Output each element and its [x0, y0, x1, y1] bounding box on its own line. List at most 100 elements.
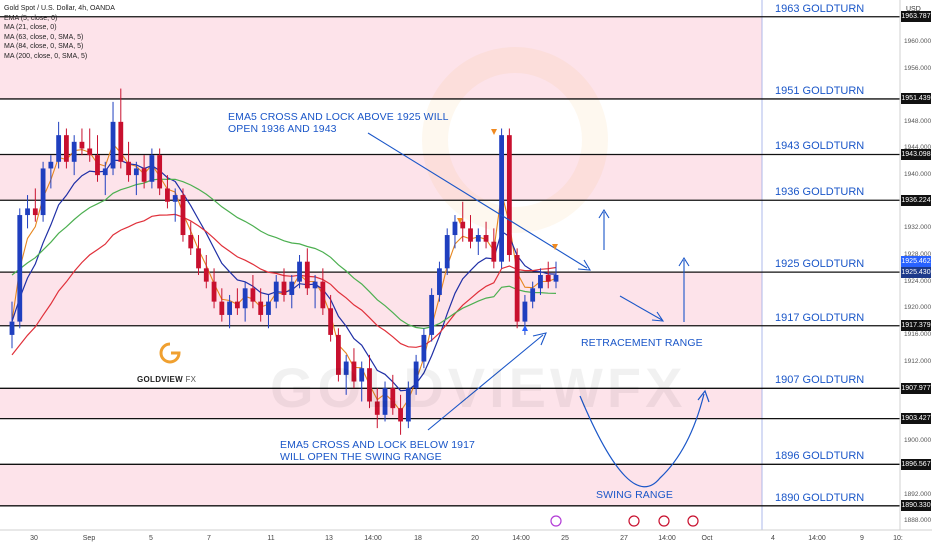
- price-tag-9: 1890.330: [901, 500, 931, 512]
- candle-body: [343, 361, 349, 375]
- indicator-ma63[interactable]: MA (63, close, 0, SMA, 5): [4, 33, 84, 41]
- candle-body: [468, 228, 473, 242]
- candle-body: [149, 155, 155, 182]
- level-label-6: 1907 GOLDTURN: [775, 374, 865, 387]
- candle-body: [188, 235, 194, 249]
- candle-body: [165, 188, 170, 202]
- candle-body: [374, 401, 380, 415]
- y-tick-label: 1912.000: [904, 357, 932, 365]
- x-tick-label: Sep: [82, 535, 96, 542]
- candle-body: [258, 301, 264, 315]
- price-tag-3: 1936.224: [901, 194, 931, 206]
- candle-body: [133, 168, 139, 176]
- level-label-8: 1896 GOLDTURN: [775, 450, 865, 463]
- indicator-ma21[interactable]: MA (21, close, 0): [4, 24, 57, 31]
- arrow-top-head: [577, 259, 592, 271]
- level-label-4: 1925 GOLDTURN: [775, 258, 865, 271]
- levels-layer: [0, 16, 900, 507]
- candle-body: [110, 121, 116, 169]
- level-label-0: 1963 GOLDTURN: [775, 2, 865, 15]
- candle-body: [328, 308, 334, 335]
- price-tag-0: 1963.787: [901, 11, 931, 23]
- y-tick-label: 1944.000: [904, 144, 932, 152]
- candle-body: [211, 281, 217, 302]
- candle-body: [281, 281, 287, 295]
- x-tick-label: Oct: [701, 535, 713, 542]
- price-tag-5: 1917.379: [901, 320, 931, 332]
- zone-band-4: [0, 464, 762, 506]
- candle-body: [405, 388, 411, 422]
- candle-body: [452, 221, 458, 236]
- y-tick-label: 1892.000: [904, 490, 932, 498]
- y-tick-label: 1956.000: [904, 64, 932, 72]
- candle-body: [538, 274, 543, 289]
- arrow-up-1-head: [598, 208, 610, 219]
- candle-body: [530, 288, 536, 302]
- swing-curve-head: [697, 389, 710, 403]
- candle-body: [172, 195, 178, 202]
- candle-body: [553, 274, 559, 282]
- marker-triangle-4: [522, 325, 528, 331]
- price-tag-6: 1907.977: [901, 382, 931, 394]
- x-tick-label: 25: [561, 535, 569, 542]
- candle-body: [289, 281, 295, 295]
- event-flag-icon-0: [550, 515, 562, 527]
- candle-body: [545, 274, 551, 282]
- level-label-9: 1890 GOLDTURN: [775, 491, 865, 504]
- candle-body: [320, 281, 326, 309]
- candle-body: [157, 155, 163, 189]
- watermark-logo-circle: [422, 47, 608, 233]
- symbol-title[interactable]: Gold Spot / U.S. Dollar, 4h, OANDA: [4, 5, 115, 12]
- candle-body: [483, 235, 489, 242]
- candle-body: [250, 288, 256, 302]
- watermark-logo-layer: [159, 47, 608, 364]
- indicator-ma84[interactable]: MA (84, close, 0, SMA, 5): [4, 43, 84, 50]
- indicator-ema5[interactable]: EMA (5, close, 0): [4, 14, 58, 22]
- x-tick-label: 13: [325, 535, 333, 542]
- x-tick-label: 20: [471, 535, 479, 542]
- price-tag-1: 1951.439: [901, 93, 931, 105]
- y-tick-label: 1932.000: [904, 224, 932, 232]
- candle-body: [118, 121, 124, 162]
- candle-body: [180, 195, 186, 236]
- currency-label[interactable]: USD: [906, 6, 921, 13]
- y-tick-label: 1928.000: [904, 251, 932, 258]
- candle-body: [437, 268, 442, 295]
- arrow-bottom-line: [427, 334, 544, 431]
- arrow-bottom-head: [532, 332, 547, 346]
- candle-body: [312, 281, 318, 289]
- candle-body: [40, 168, 46, 216]
- candle-body: [48, 161, 54, 169]
- marker-triangle-1: [491, 129, 497, 135]
- y-tick-label: 1916.000: [904, 330, 932, 338]
- candle-body: [304, 261, 310, 289]
- candle-body: [273, 281, 279, 302]
- candle-body: [506, 135, 512, 256]
- x-tick-label: 4: [771, 535, 775, 542]
- candles-layer: [9, 88, 559, 435]
- candle-body: [444, 235, 450, 269]
- candle-body: [367, 368, 372, 402]
- x-tick-label: 14:00: [364, 535, 382, 542]
- candle-body: [141, 168, 147, 182]
- annotation-top: EMA5 CROSS AND LOCK ABOVE 1925 WILL OPEN…: [228, 111, 449, 135]
- arrow-top-line: [367, 132, 588, 269]
- candle-body: [514, 255, 520, 322]
- chart-legend: Gold Spot / U.S. Dollar, 4h, OANDA EMA (…: [4, 4, 115, 61]
- candle-body: [242, 288, 248, 309]
- brand-name: GOLDVIEW: [137, 375, 183, 384]
- candle-body: [126, 161, 131, 176]
- annotation-retracement: RETRACEMENT RANGE: [581, 337, 703, 349]
- brand-watermark: GOLDVIEWFX: [270, 356, 687, 419]
- x-tick-label: 7: [207, 535, 211, 542]
- x-tick-label: 11: [267, 535, 275, 542]
- event-flag-icon-1: [628, 515, 640, 527]
- candle-body: [32, 208, 38, 216]
- annotation-bottom: EMA5 CROSS AND LOCK BELOW 1917 WILL OPEN…: [280, 439, 475, 463]
- indicator-ma200[interactable]: MA (200, close, 0, SMA, 5): [4, 52, 88, 60]
- y-tick-label: 1948.000: [904, 117, 932, 125]
- candle-body: [390, 388, 396, 409]
- y-tick-label: 1900.000: [904, 437, 932, 445]
- event-flag-icon-2: [658, 515, 670, 527]
